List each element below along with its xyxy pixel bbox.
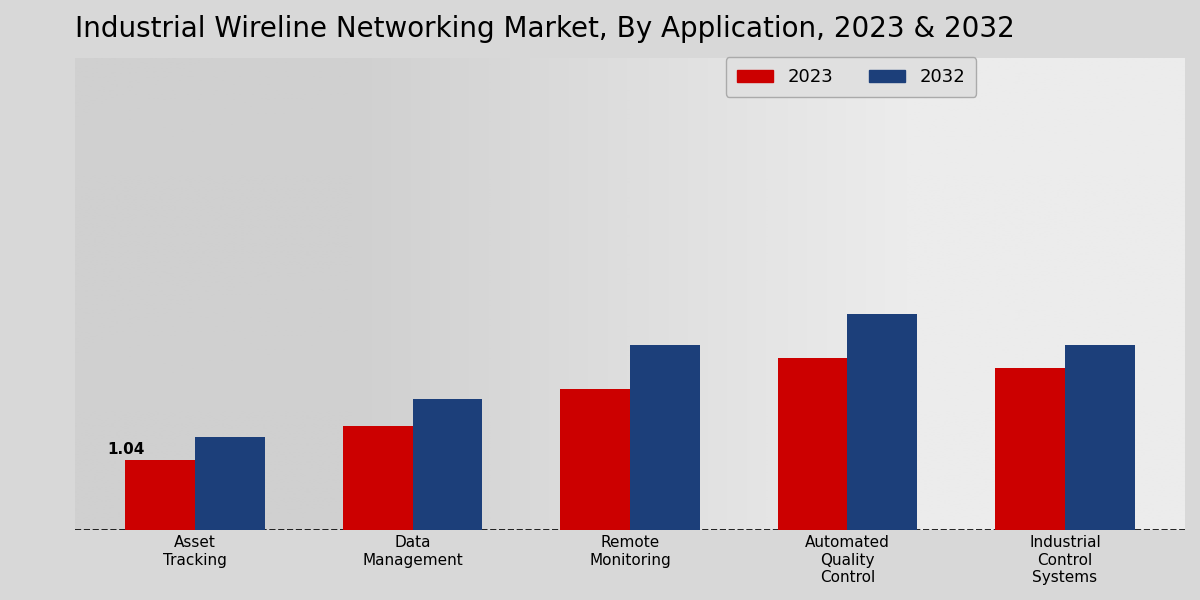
Bar — [560, 389, 630, 530]
Bar — [847, 314, 917, 530]
Bar — [778, 358, 847, 530]
Bar — [1064, 345, 1134, 530]
Bar — [413, 399, 482, 530]
Bar — [630, 345, 700, 530]
Bar — [995, 368, 1064, 530]
Bar — [126, 460, 196, 530]
Bar — [196, 437, 265, 530]
Bar — [343, 426, 413, 530]
Legend: 2023, 2032: 2023, 2032 — [726, 58, 976, 97]
Text: Industrial Wireline Networking Market, By Application, 2023 & 2032: Industrial Wireline Networking Market, B… — [74, 15, 1015, 43]
Y-axis label: Market Size in USD Billion: Market Size in USD Billion — [0, 178, 10, 410]
Text: 1.04: 1.04 — [108, 442, 145, 457]
